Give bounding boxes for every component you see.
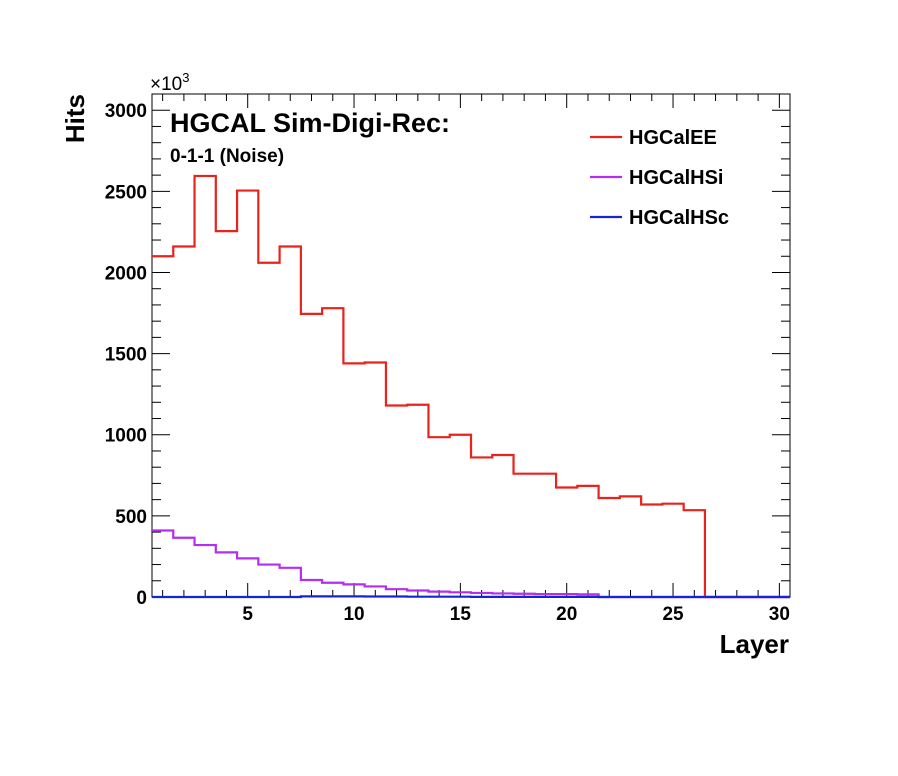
x-tick-label: 20 xyxy=(556,604,577,625)
legend-label-hgcalhsc: HGCalHSc xyxy=(629,207,729,229)
x-tick-label: 30 xyxy=(769,604,790,625)
x-tick-label: 5 xyxy=(242,604,253,625)
y-tick-label: 1000 xyxy=(105,426,147,447)
y-tick-labels: 0 500 1000 1500 2000 2500 3000 xyxy=(105,101,147,609)
y-tick-label: 3000 xyxy=(105,101,147,122)
histogram-series xyxy=(152,174,790,599)
legend-label-hgcalhsi: HGCalHSi xyxy=(629,167,723,189)
y-tick-label: 2000 xyxy=(105,263,147,284)
x-tick-label: 15 xyxy=(450,604,472,625)
plot-title: HGCAL Sim-Digi-Rec: xyxy=(170,108,450,138)
y-axis-title: Hits xyxy=(60,94,90,143)
y-tick-label: 0 xyxy=(136,588,147,609)
series-hgcalhsc-histogram xyxy=(152,595,790,599)
legend-label-hgcalee: HGCalEE xyxy=(629,127,717,149)
y-tick-label: 1500 xyxy=(105,345,147,366)
x-tick-label: 10 xyxy=(343,604,364,625)
y-exponent-label: ×103 xyxy=(150,70,189,95)
legend: HGCalEE HGCalHSi HGCalHSc xyxy=(590,127,729,229)
plot-subtitle: 0-1-1 (Noise) xyxy=(170,146,284,167)
x-tick-label: 25 xyxy=(662,604,684,625)
y-tick-label: 500 xyxy=(115,507,147,528)
series-hgcalee-histogram xyxy=(152,174,790,599)
x-axis-title: Layer xyxy=(720,629,789,659)
y-tick-label: 2500 xyxy=(105,182,147,203)
axis-ticks xyxy=(152,93,790,598)
x-tick-labels: 5 10 15 20 25 30 xyxy=(242,604,790,625)
